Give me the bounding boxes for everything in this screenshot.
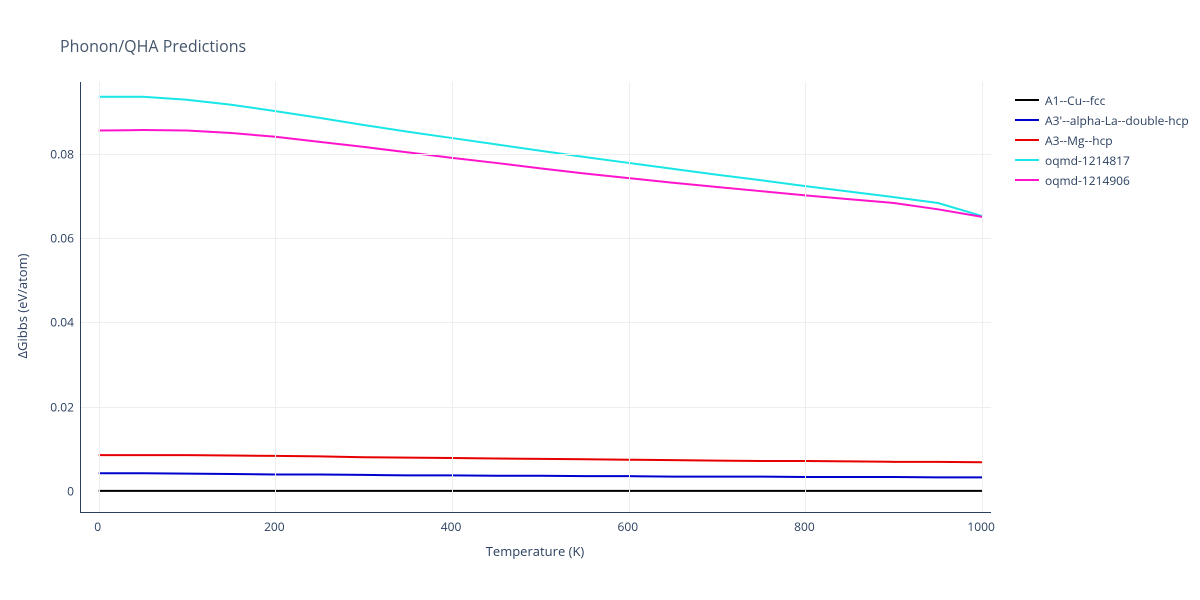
legend-item[interactable]: A1--Cu--fcc <box>1015 90 1189 110</box>
x-gridline <box>982 82 983 512</box>
x-gridline <box>805 82 806 512</box>
legend-item[interactable]: A3--Mg--hcp <box>1015 130 1189 150</box>
series-svg <box>81 82 991 512</box>
series-line[interactable] <box>99 97 983 216</box>
y-gridline <box>81 238 991 239</box>
legend-item[interactable]: A3'--alpha-La--double-hcp <box>1015 110 1189 130</box>
y-gridline <box>81 154 991 155</box>
x-gridline <box>275 82 276 512</box>
x-gridline <box>452 82 453 512</box>
plot-area <box>80 82 991 513</box>
legend-item[interactable]: oqmd-1214817 <box>1015 150 1189 170</box>
y-tick-label: 0.02 <box>36 398 74 415</box>
legend-label: oqmd-1214817 <box>1045 152 1130 169</box>
x-gridline <box>99 82 100 512</box>
y-axis-label: ΔGibbs (eV/atom) <box>13 254 31 359</box>
legend-swatch <box>1015 99 1039 101</box>
x-tick-label: 600 <box>617 518 638 535</box>
chart-title: Phonon/QHA Predictions <box>60 35 246 57</box>
chart-container: Phonon/QHA Predictions 0 200 400 600 800 1000… <box>0 0 1200 600</box>
x-gridline <box>629 82 630 512</box>
legend-swatch <box>1015 159 1039 161</box>
x-axis-label: Temperature (K) <box>475 542 595 560</box>
x-tick-label: 400 <box>441 518 462 535</box>
y-tick-label: 0.06 <box>36 229 74 246</box>
legend: A1--Cu--fcc A3'--alpha-La--double-hcp A3--… <box>1015 90 1189 190</box>
series-line[interactable] <box>99 455 983 462</box>
legend-swatch <box>1015 119 1039 121</box>
y-gridline <box>81 407 991 408</box>
x-tick-label: 1000 <box>967 518 994 535</box>
legend-swatch <box>1015 179 1039 181</box>
legend-label: oqmd-1214906 <box>1045 172 1130 189</box>
legend-item[interactable]: oqmd-1214906 <box>1015 170 1189 190</box>
series-line[interactable] <box>99 130 983 217</box>
x-tick-label: 800 <box>794 518 815 535</box>
series-line[interactable] <box>99 473 983 477</box>
y-tick-label: 0.04 <box>36 314 74 331</box>
y-gridline <box>81 322 991 323</box>
y-tick-label: 0 <box>36 482 74 499</box>
legend-label: A1--Cu--fcc <box>1045 92 1105 109</box>
legend-label: A3'--alpha-La--double-hcp <box>1045 112 1189 129</box>
y-tick-label: 0.08 <box>36 145 74 162</box>
x-tick-label: 200 <box>264 518 285 535</box>
legend-label: A3--Mg--hcp <box>1045 132 1113 149</box>
legend-swatch <box>1015 139 1039 141</box>
x-tick-label: 0 <box>94 518 101 535</box>
